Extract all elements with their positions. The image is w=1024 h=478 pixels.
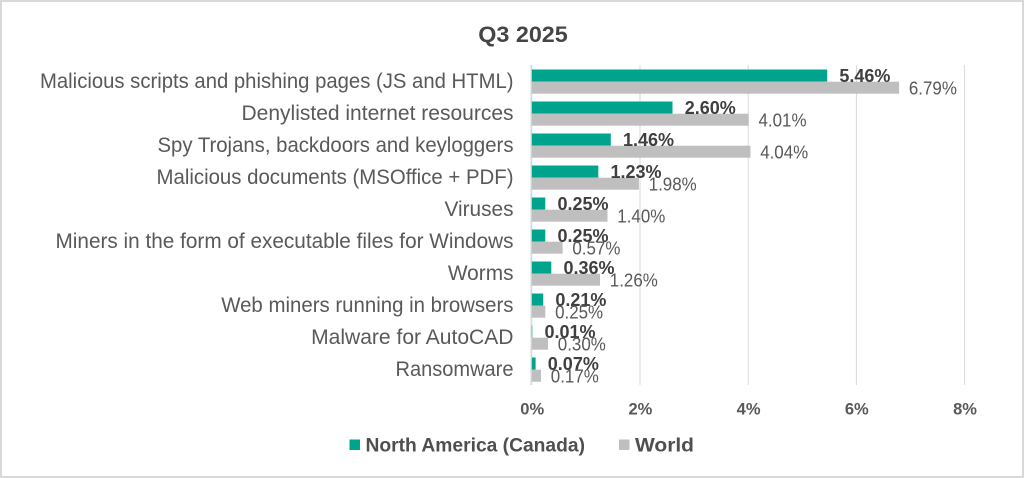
svg-text:Ransomware: Ransomware	[396, 358, 514, 381]
svg-text:6.79%: 6.79%	[909, 79, 957, 99]
svg-text:8%: 8%	[953, 401, 977, 419]
svg-text:Web miners running in browsers: Web miners running in browsers	[221, 294, 513, 317]
svg-text:1.26%: 1.26%	[610, 271, 658, 291]
svg-text:6%: 6%	[845, 401, 869, 419]
svg-text:4.01%: 4.01%	[759, 111, 807, 131]
svg-text:1.40%: 1.40%	[617, 207, 665, 227]
svg-text:Malware for AutoCAD: Malware for AutoCAD	[311, 326, 513, 349]
svg-text:0.21%: 0.21%	[555, 290, 606, 310]
svg-text:1.23%: 1.23%	[611, 162, 662, 182]
svg-text:Malicious documents (MSOffice: Malicious documents (MSOffice + PDF)	[157, 166, 514, 189]
svg-text:0%: 0%	[520, 401, 544, 419]
svg-text:Worms: Worms	[448, 262, 514, 285]
svg-text:Spy Trojans, backdoors and key: Spy Trojans, backdoors and keyloggers	[158, 134, 514, 157]
svg-text:4%: 4%	[737, 401, 761, 419]
svg-text:Viruses: Viruses	[445, 198, 514, 221]
svg-text:0.25%: 0.25%	[558, 194, 609, 214]
svg-text:World: World	[635, 434, 694, 456]
svg-text:Denylisted internet resources: Denylisted internet resources	[242, 102, 514, 125]
svg-text:5.46%: 5.46%	[839, 66, 890, 86]
svg-text:Q3 2025: Q3 2025	[478, 22, 568, 47]
svg-text:2.60%: 2.60%	[685, 98, 736, 118]
svg-text:0.07%: 0.07%	[548, 354, 599, 374]
svg-text:0.17%: 0.17%	[551, 367, 599, 387]
svg-text:4.04%: 4.04%	[760, 143, 808, 163]
svg-text:North America (Canada): North America (Canada)	[366, 434, 586, 456]
svg-text:Malicious scripts and phishing: Malicious scripts and phishing pages (JS…	[40, 70, 514, 93]
svg-text:1.46%: 1.46%	[623, 130, 674, 150]
svg-text:2%: 2%	[628, 401, 652, 419]
svg-text:0.57%: 0.57%	[572, 239, 620, 259]
svg-text:0.36%: 0.36%	[564, 258, 615, 278]
svg-text:0.25%: 0.25%	[555, 303, 603, 323]
svg-text:1.98%: 1.98%	[649, 175, 697, 195]
svg-text:0.30%: 0.30%	[558, 335, 606, 355]
svg-text:0.01%: 0.01%	[545, 322, 596, 342]
svg-text:Miners in the form of executab: Miners in the form of executable files f…	[56, 230, 514, 253]
svg-text:0.25%: 0.25%	[558, 226, 609, 246]
